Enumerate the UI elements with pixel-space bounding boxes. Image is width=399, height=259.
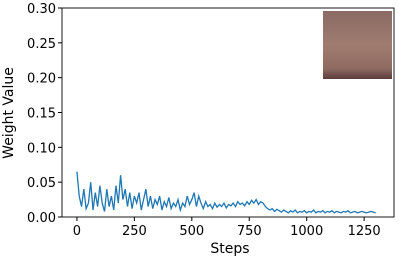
x-tick-label: 1250 bbox=[348, 224, 381, 239]
y-tick-label: 0.15 bbox=[27, 107, 56, 122]
y-tick-label: 0.20 bbox=[27, 72, 56, 87]
y-axis-label: Weight Value bbox=[1, 67, 17, 159]
plot-frame bbox=[61, 7, 395, 218]
x-tick-label: 500 bbox=[179, 224, 204, 239]
x-tick-label: 750 bbox=[237, 224, 262, 239]
inset-image bbox=[323, 11, 392, 79]
y-tick-label: 0.25 bbox=[27, 37, 56, 52]
y-tick-label: 0.05 bbox=[27, 176, 56, 191]
data-line bbox=[76, 171, 376, 214]
y-tick-label: 0.00 bbox=[27, 211, 56, 226]
x-tick-label: 1000 bbox=[290, 224, 323, 239]
x-tick-label: 250 bbox=[122, 224, 147, 239]
y-tick-label: 0.30 bbox=[27, 2, 56, 17]
x-tick-label: 0 bbox=[73, 224, 81, 239]
y-tick-label: 0.10 bbox=[27, 141, 56, 156]
x-axis-label: Steps bbox=[210, 241, 249, 257]
